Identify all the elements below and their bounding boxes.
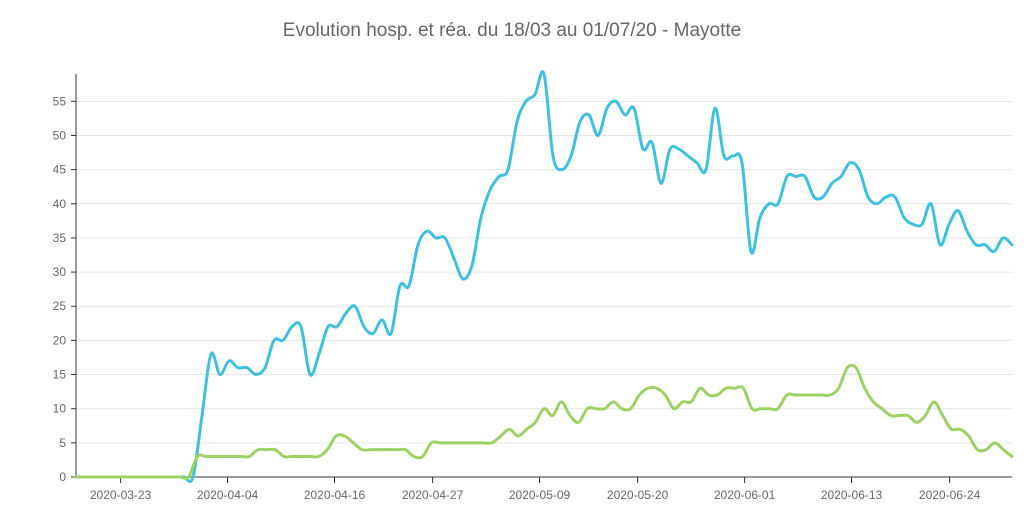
x-tick-label-2020-06-13: 2020-06-13 [821,488,883,502]
y-tick-label-50: 50 [53,128,67,142]
grid-lines [76,100,1012,444]
x-tick-label-2020-05-09: 2020-05-09 [509,488,571,502]
y-tick-label-45: 45 [53,163,67,177]
y-tick-label-25: 25 [53,299,67,313]
y-tick-label-5: 5 [59,436,66,450]
series-line-2 [74,363,1014,481]
y-tick-label-55: 55 [53,94,67,108]
y-tick-label-0: 0 [59,470,66,484]
x-tick-labels: 2020-03-23 2020-04-04 2020-04-16 2020-04-27… [90,477,981,502]
x-tick-label-2020-06-24: 2020-06-24 [919,488,981,502]
series-line-1 [74,70,1014,484]
y-tick-label-15: 15 [53,368,67,382]
x-tick-label-2020-04-27: 2020-04-27 [402,488,464,502]
y-tick-label-20: 20 [53,333,67,347]
axes [75,74,1012,478]
y-tick-label-40: 40 [53,197,67,211]
y-tick-label-30: 30 [53,265,67,279]
x-tick-label-2020-04-04: 2020-04-04 [197,488,259,502]
x-tick-label-2020-03-23: 2020-03-23 [90,488,152,502]
x-tick-label-2020-05-20: 2020-05-20 [607,488,669,502]
y-tick-label-10: 10 [53,402,67,416]
series-lines [74,70,1014,484]
chart-title: Evolution hosp. et réa. du 18/03 au 01/0… [282,20,742,41]
y-tick-labels: 0 5 10 15 20 25 30 35 40 45 50 55 [53,94,76,484]
y-tick-label-35: 35 [53,231,67,245]
x-tick-label-2020-04-16: 2020-04-16 [304,488,366,502]
x-tick-label-2020-06-01: 2020-06-01 [714,488,776,502]
